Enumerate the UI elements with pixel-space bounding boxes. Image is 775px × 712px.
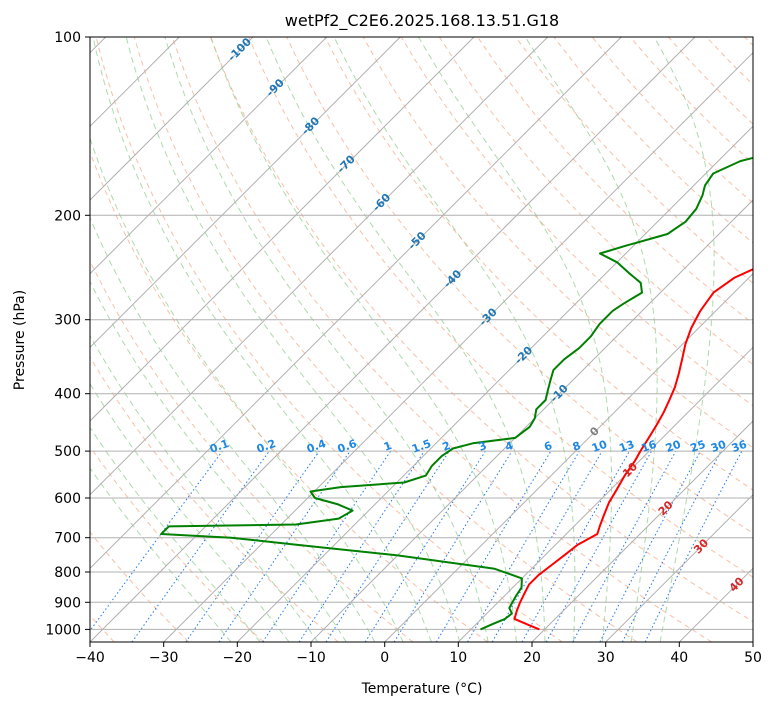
x-tick-label: 30	[597, 650, 615, 666]
y-tick-label: 1000	[45, 622, 81, 638]
y-tick-label: 300	[54, 313, 81, 329]
x-tick-label: 20	[523, 650, 541, 666]
x-tick-label: 40	[670, 650, 688, 666]
x-tick-label: 0	[380, 650, 389, 666]
y-axis-label: Pressure (hPa)	[12, 290, 28, 390]
y-tick-label: 600	[54, 491, 81, 507]
x-tick-label: −30	[149, 650, 179, 666]
y-tick-label: 700	[54, 531, 81, 547]
y-tick-label: 200	[54, 208, 81, 224]
y-tick-label: 100	[54, 30, 81, 46]
x-tick-label: −20	[223, 650, 253, 666]
x-tick-label: 50	[744, 650, 762, 666]
y-tick-label: 400	[54, 387, 81, 403]
x-tick-label: −10	[296, 650, 326, 666]
y-tick-label: 900	[54, 595, 81, 611]
x-tick-label: −40	[75, 650, 105, 666]
x-axis-label: Temperature (°C)	[361, 681, 483, 697]
x-tick-label: 10	[449, 650, 467, 666]
y-tick-label: 500	[54, 444, 81, 460]
chart-title: wetPf2_C2E6.2025.168.13.51.G18	[285, 11, 559, 31]
y-tick-label: 800	[54, 565, 81, 581]
